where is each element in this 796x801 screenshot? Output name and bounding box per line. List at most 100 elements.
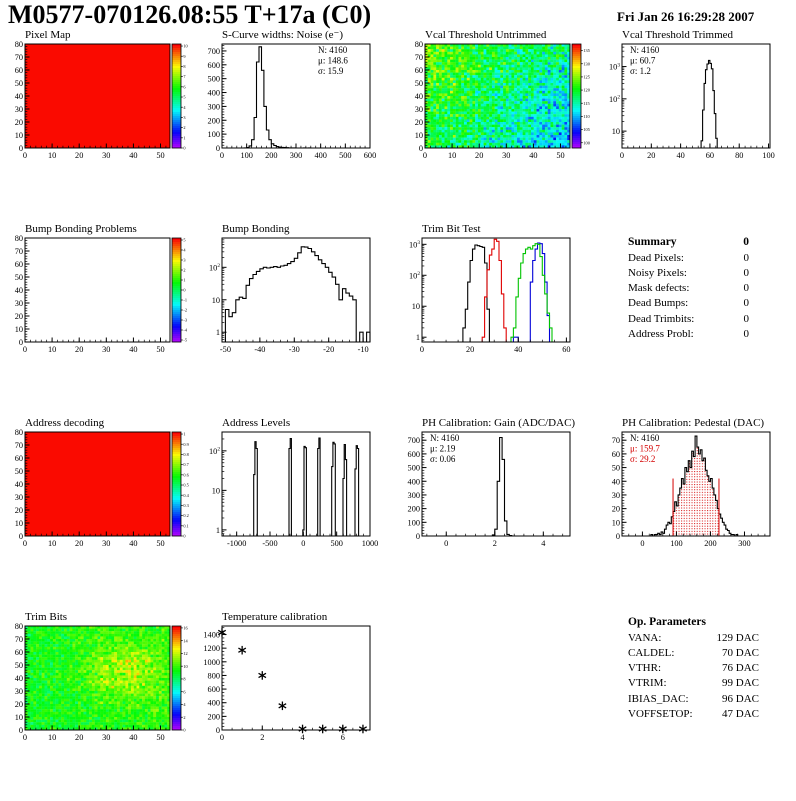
op-parameter-row: CALDEL:70 DAC — [628, 647, 759, 662]
summary-header: Summary 0 — [628, 236, 749, 252]
svg-text:7: 7 — [183, 74, 186, 79]
svg-text:0: 0 — [640, 539, 644, 548]
svg-text:4: 4 — [541, 539, 546, 548]
svg-text:-10: -10 — [358, 345, 369, 354]
svg-text:0: 0 — [19, 144, 23, 153]
svg-text:0.4: 0.4 — [183, 493, 189, 498]
svg-text:8: 8 — [183, 64, 185, 69]
svg-text:40: 40 — [129, 539, 137, 548]
svg-text:80: 80 — [735, 151, 743, 160]
svg-text:30: 30 — [612, 491, 620, 500]
svg-text:120: 120 — [583, 88, 589, 93]
svg-text:50: 50 — [556, 151, 564, 160]
svg-text:115: 115 — [583, 101, 589, 106]
svg-text:102: 102 — [409, 271, 420, 280]
svg-text:10: 10 — [612, 518, 620, 527]
svg-text:200: 200 — [208, 116, 220, 125]
svg-text:10: 10 — [183, 44, 187, 49]
svg-text:0: 0 — [620, 151, 624, 160]
svg-text:80: 80 — [15, 429, 23, 437]
svg-text:40: 40 — [676, 151, 684, 160]
svg-text:50: 50 — [156, 539, 164, 548]
op-parameters-header: Op. Parameters — [628, 616, 759, 632]
svg-text:10: 10 — [212, 486, 220, 495]
op-parameter-row: VTRIM:99 DAC — [628, 677, 759, 692]
svg-text:9: 9 — [183, 54, 185, 59]
svg-text:30: 30 — [502, 151, 510, 160]
svg-text:-30: -30 — [289, 345, 300, 354]
svg-text:70: 70 — [15, 53, 23, 62]
svg-text:σ: 15.9: σ: 15.9 — [318, 66, 344, 76]
svg-text:600: 600 — [208, 61, 220, 70]
svg-text:5: 5 — [183, 95, 185, 100]
svg-text:0: 0 — [183, 534, 185, 539]
svg-text:-3: -3 — [183, 318, 187, 323]
svg-text:20: 20 — [75, 151, 83, 160]
svg-text:103: 103 — [609, 62, 620, 71]
svg-text:N: 4160: N: 4160 — [630, 433, 660, 443]
svg-text:600: 600 — [364, 151, 376, 160]
svg-text:20: 20 — [15, 312, 23, 321]
svg-text:200: 200 — [408, 505, 420, 514]
svg-text:200: 200 — [265, 151, 277, 160]
svg-text:60: 60 — [415, 66, 423, 75]
svg-text:0: 0 — [183, 146, 185, 151]
summary-row: Dead Pixels:0 — [628, 252, 749, 267]
svg-text:1: 1 — [416, 333, 420, 342]
svg-text:-1: -1 — [183, 298, 187, 303]
svg-text:300: 300 — [408, 491, 420, 500]
svg-text:6: 6 — [183, 84, 186, 89]
svg-text:0: 0 — [416, 532, 420, 541]
svg-text:N: 4160: N: 4160 — [430, 433, 460, 443]
svg-text:30: 30 — [415, 105, 423, 114]
svg-text:80: 80 — [415, 41, 423, 49]
svg-text:20: 20 — [15, 506, 23, 515]
svg-text:μ: 159.7: μ: 159.7 — [630, 444, 660, 454]
svg-text:102: 102 — [209, 263, 220, 272]
svg-text:60: 60 — [15, 260, 23, 269]
svg-text:60: 60 — [15, 454, 23, 463]
svg-text:0: 0 — [419, 144, 423, 153]
svg-text:-500: -500 — [262, 539, 277, 548]
svg-text:50: 50 — [156, 151, 164, 160]
svg-text:40: 40 — [514, 345, 522, 354]
summary-row: Dead Trimbits:0 — [628, 313, 749, 328]
svg-text:0: 0 — [216, 144, 220, 153]
plot-title: Address Levels — [222, 417, 290, 429]
svg-text:30: 30 — [102, 345, 110, 354]
svg-text:2: 2 — [183, 125, 185, 130]
svg-text:100: 100 — [670, 539, 682, 548]
timestamp: Fri Jan 26 16:29:28 2007 — [617, 9, 754, 25]
plot-title: S-Curve widths: Noise (e⁻) — [222, 29, 343, 41]
svg-text:0.3: 0.3 — [183, 503, 188, 508]
svg-text:0.9: 0.9 — [183, 442, 188, 447]
summary-total: 0 — [743, 236, 749, 252]
plot-title: Bump Bonding Problems — [25, 223, 137, 235]
svg-text:40: 40 — [415, 92, 423, 101]
svg-text:-4: -4 — [183, 328, 187, 333]
svg-text:20: 20 — [15, 118, 23, 127]
svg-text:0: 0 — [23, 345, 27, 354]
svg-text:70: 70 — [612, 436, 620, 445]
svg-text:50: 50 — [612, 464, 620, 473]
op-parameter-row: IBIAS_DAC:96 DAC — [628, 693, 759, 708]
svg-text:-50: -50 — [220, 345, 231, 354]
svg-text:0: 0 — [23, 151, 27, 160]
svg-text:20: 20 — [415, 118, 423, 127]
svg-text:40: 40 — [15, 286, 23, 295]
op-parameter-row: VTHR:76 DAC — [628, 662, 759, 677]
svg-text:400: 400 — [314, 151, 326, 160]
